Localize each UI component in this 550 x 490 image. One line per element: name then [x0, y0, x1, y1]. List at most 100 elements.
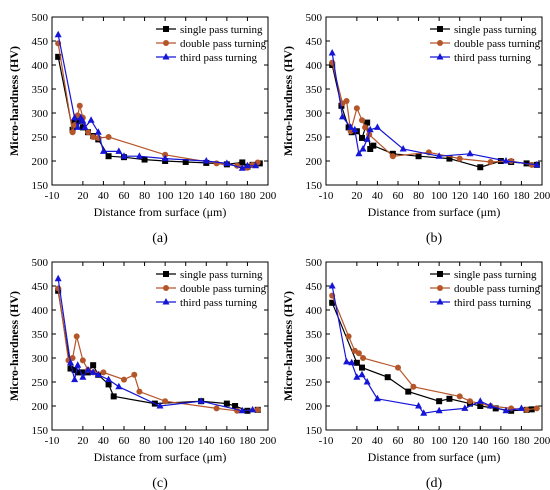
- data-point: [476, 397, 484, 404]
- y-tick-label: 300: [306, 353, 323, 365]
- data-point: [67, 365, 74, 372]
- data-point: [238, 406, 246, 414]
- y-tick-label: 450: [32, 281, 49, 293]
- data-point: [436, 398, 443, 405]
- y-tick-label: 150: [32, 425, 49, 437]
- legend-marker: [436, 298, 444, 305]
- legend-label: single pass turning: [180, 269, 263, 281]
- x-tick-label: 100: [431, 190, 448, 202]
- y-axis-label: Micro-hardness (HV): [7, 291, 21, 401]
- x-tick-label: 120: [177, 190, 194, 202]
- data-point: [533, 405, 540, 412]
- data-point: [359, 145, 367, 152]
- x-tick-label: 160: [493, 435, 510, 447]
- data-point: [528, 161, 535, 168]
- x-tick-label: 80: [139, 190, 151, 202]
- data-point: [84, 366, 92, 373]
- y-tick-label: 150: [32, 180, 49, 192]
- y-tick-label: 500: [32, 257, 49, 269]
- y-tick-label: 450: [306, 281, 323, 293]
- data-point: [355, 149, 363, 157]
- data-point: [79, 373, 87, 380]
- data-point: [359, 364, 365, 371]
- legend-label: single pass turning: [180, 24, 263, 36]
- data-point: [384, 374, 391, 381]
- x-tick-label: 80: [139, 435, 151, 447]
- x-tick-label: 180: [513, 190, 530, 202]
- plot-frame: [325, 261, 543, 431]
- data-point: [105, 153, 112, 160]
- legend-marker: [162, 298, 170, 305]
- y-tick-label: 200: [306, 156, 323, 168]
- data-point: [329, 299, 336, 306]
- data-point: [467, 398, 473, 405]
- series-group: [328, 49, 541, 168]
- x-tick-label: -10: [45, 435, 60, 447]
- chart-panel: -10 20 40 60 80 100 120 140 160 180 200 150 200 250 30…: [7, 257, 277, 490]
- data-point: [420, 409, 428, 416]
- data-point: [100, 369, 107, 376]
- legend-marker: [163, 271, 169, 277]
- data-point: [502, 406, 510, 414]
- data-point: [355, 350, 362, 357]
- data-point: [74, 361, 82, 368]
- plot-frame: [325, 16, 543, 186]
- x-tick-label: 60: [393, 190, 405, 202]
- x-tick-label: 140: [472, 435, 489, 447]
- data-point: [94, 128, 102, 135]
- y-tick-label: 300: [306, 108, 323, 120]
- data-point: [363, 378, 371, 385]
- data-point: [213, 405, 220, 412]
- x-tick-label: 40: [372, 435, 384, 447]
- x-tick-label: 20: [77, 190, 89, 202]
- y-axis-label: Micro-hardness (HV): [7, 46, 21, 156]
- data-point: [373, 123, 381, 130]
- x-axis-label: Distance from surface (μm): [368, 450, 501, 464]
- y-tick-label: 300: [32, 108, 49, 120]
- data-point: [254, 406, 261, 413]
- data-point: [71, 367, 78, 373]
- data-point: [232, 403, 239, 409]
- data-point: [76, 102, 83, 109]
- data-point: [99, 147, 107, 154]
- data-point: [351, 125, 359, 133]
- data-point: [347, 123, 355, 130]
- data-point: [105, 375, 113, 383]
- data-point: [94, 370, 102, 378]
- y-tick-label: 250: [32, 377, 49, 389]
- x-tick-label: 180: [513, 435, 530, 447]
- x-tick-label: -10: [319, 435, 334, 447]
- series-group: [329, 292, 540, 413]
- legend-label: third pass turning: [180, 297, 257, 309]
- legend-marker: [163, 285, 169, 291]
- data-point: [79, 357, 86, 364]
- x-tick-label: -10: [319, 190, 334, 202]
- series-group: [329, 299, 535, 414]
- x-tick-label: 80: [413, 190, 425, 202]
- data-point: [353, 373, 361, 380]
- legend-marker: [162, 53, 170, 60]
- legend-label: third pass turning: [454, 297, 531, 309]
- y-axis-label: Micro-hardness (HV): [281, 291, 295, 401]
- data-point: [156, 402, 164, 409]
- legend-label: double pass turning: [180, 283, 267, 295]
- data-point: [223, 159, 231, 166]
- data-point: [54, 274, 62, 282]
- data-point: [461, 404, 469, 411]
- data-point: [492, 405, 499, 412]
- data-point: [135, 152, 143, 159]
- x-tick-label: 120: [451, 435, 468, 447]
- x-tick-label: 120: [451, 190, 468, 202]
- x-tick-label: 120: [177, 435, 194, 447]
- data-point: [360, 355, 367, 361]
- data-point: [249, 405, 257, 413]
- data-point: [517, 404, 525, 411]
- data-point: [533, 160, 541, 168]
- x-tick-label: 100: [431, 435, 448, 447]
- panel-caption: (c): [152, 476, 168, 490]
- x-tick-label: 60: [119, 190, 131, 202]
- data-point: [362, 124, 369, 131]
- x-tick-label: 200: [260, 190, 277, 202]
- y-tick-label: 250: [306, 132, 323, 144]
- data-point: [136, 388, 143, 395]
